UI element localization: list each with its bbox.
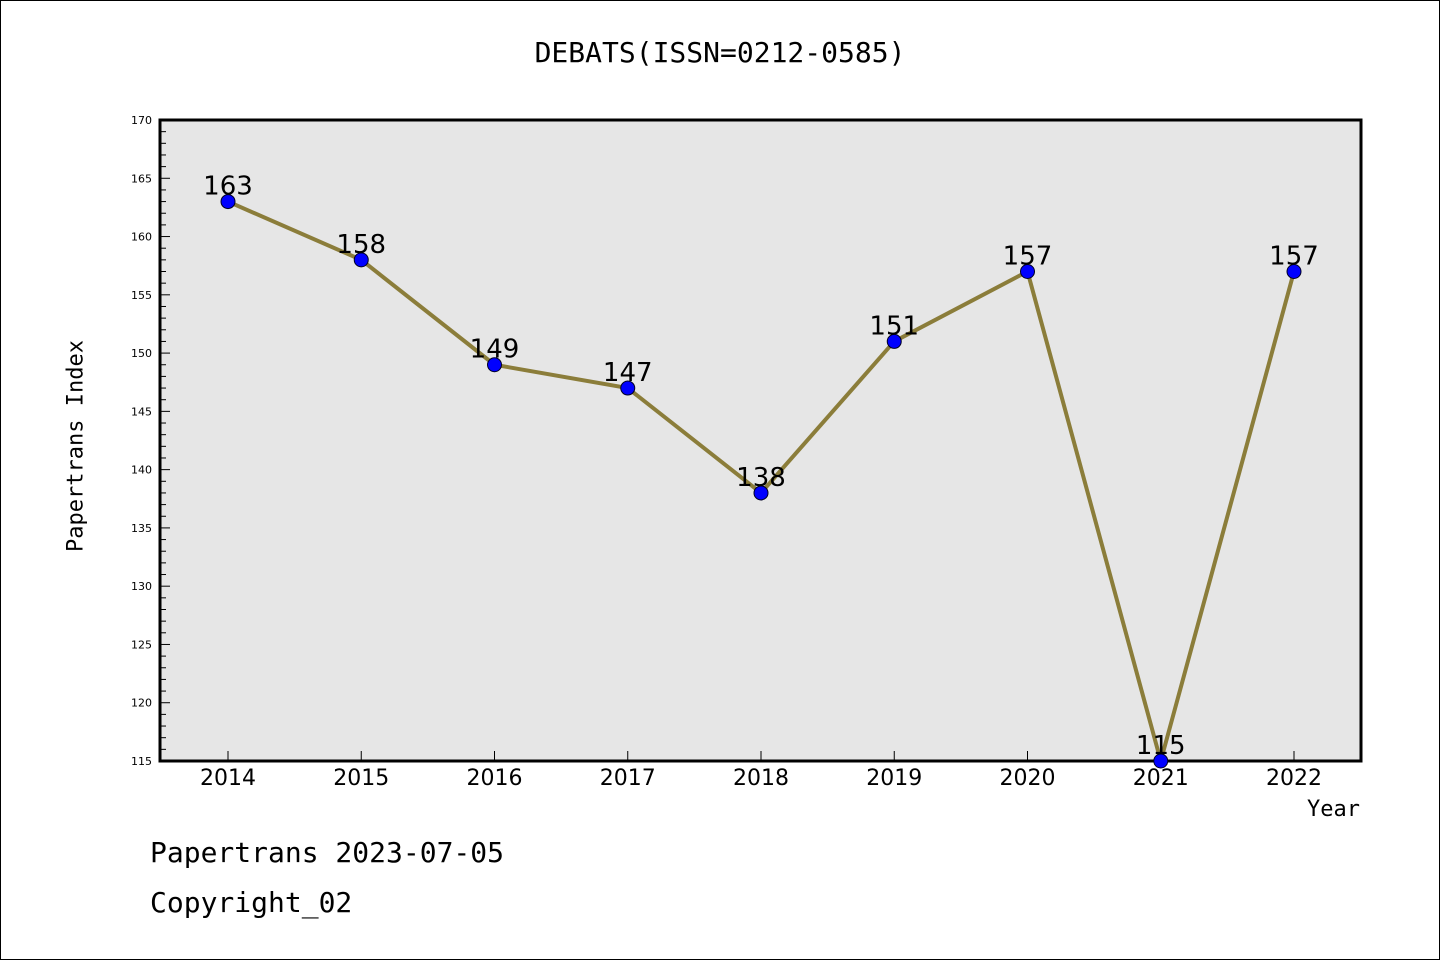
x-tick-label: 2017	[600, 766, 656, 791]
data-point	[753, 485, 769, 501]
x-tick-label: 2020	[1000, 766, 1056, 791]
footer-copyright: Copyright_02	[150, 886, 353, 919]
data-label: 138	[736, 463, 786, 493]
y-tick-label: 125	[131, 638, 152, 651]
plot-area	[158, 118, 1363, 763]
footer-date: Papertrans 2023-07-05	[150, 836, 505, 869]
x-tick-label: 2021	[1133, 766, 1189, 791]
data-label: 163	[203, 172, 253, 202]
data-point	[487, 357, 502, 373]
data-label: 157	[1269, 242, 1319, 272]
y-tick-label: 170	[131, 114, 152, 127]
x-axis-label: Year	[1307, 797, 1360, 822]
chart-title: DEBATS(ISSN=0212-0585)	[534, 36, 906, 69]
y-tick-label: 120	[131, 697, 152, 710]
data-point	[886, 333, 902, 349]
x-tick-label: 2018	[733, 766, 789, 791]
x-tick-label: 2019	[866, 766, 922, 791]
x-tick-label: 2014	[200, 766, 256, 791]
y-tick-label: 160	[131, 231, 152, 244]
x-tick-label: 2015	[333, 766, 389, 791]
data-label: 151	[869, 311, 919, 341]
y-tick-label: 150	[131, 347, 152, 360]
y-tick-label: 135	[131, 522, 152, 535]
x-tick-label: 2022	[1266, 766, 1322, 791]
y-tick-label: 165	[131, 172, 152, 185]
y-tick-label: 140	[131, 464, 152, 477]
data-point	[620, 380, 636, 396]
data-label: 149	[470, 335, 520, 365]
x-tick-label: 2016	[467, 766, 523, 791]
data-point	[1020, 264, 1035, 280]
data-point	[1153, 753, 1169, 769]
data-label: 115	[1136, 731, 1186, 761]
data-label: 147	[603, 358, 653, 388]
y-tick-label: 155	[131, 289, 152, 302]
data-point	[1286, 264, 1302, 280]
data-label: 157	[1003, 242, 1053, 272]
y-tick-label: 145	[131, 405, 152, 418]
data-point	[220, 194, 236, 210]
data-label: 158	[336, 230, 386, 260]
y-tick-label: 130	[131, 580, 152, 593]
data-point	[353, 252, 369, 268]
y-tick-label: 115	[131, 755, 152, 768]
